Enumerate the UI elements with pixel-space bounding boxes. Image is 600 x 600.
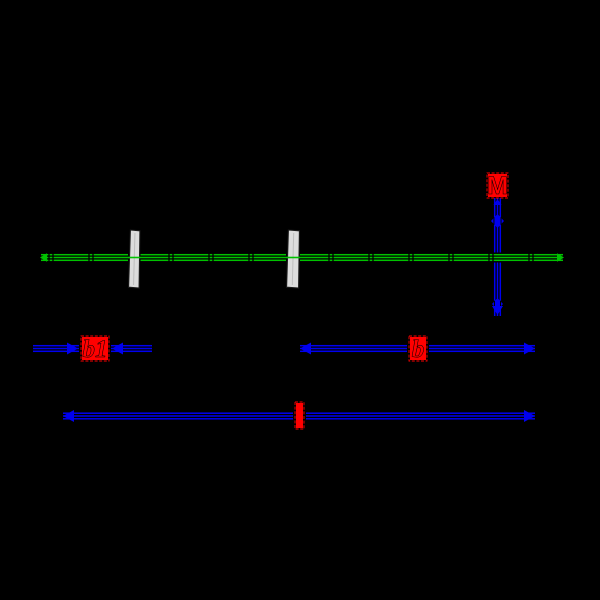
svg-text:b1: b1 [83,336,108,363]
svg-text:M: M [487,172,508,200]
svg-text:b: b [412,336,425,363]
svg-text:l: l [297,405,303,428]
